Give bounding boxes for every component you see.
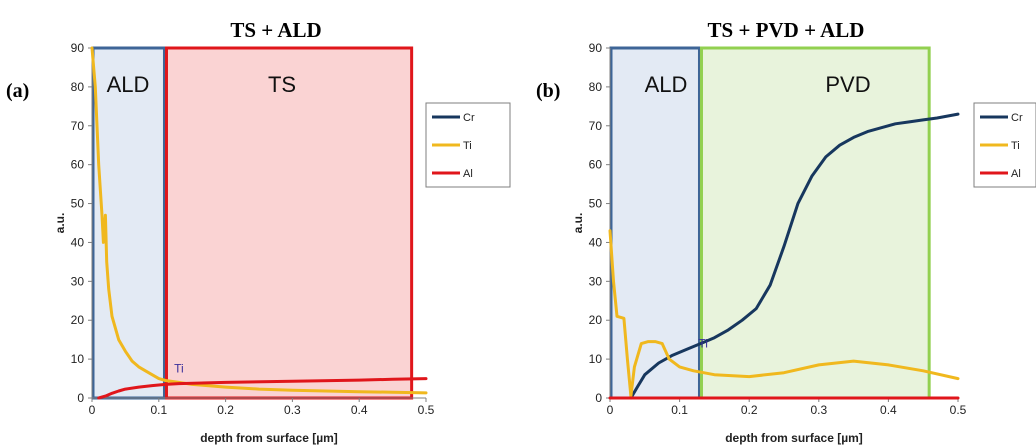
y-tick-label: 40 (71, 235, 85, 249)
x-tick-label: 0.1 (150, 403, 167, 417)
y-tick-label: 90 (71, 41, 85, 55)
x-tick-label: 0.5 (418, 403, 435, 417)
region-pvd (699, 46, 931, 400)
y-tick-label: 90 (589, 41, 603, 55)
x-tick-label: 0.4 (351, 403, 368, 417)
series-line-al (97, 377, 428, 400)
legend-label-cr: Cr (1011, 112, 1023, 124)
annotation-ti: Ti (174, 362, 184, 376)
y-axis-label: a.u. (53, 213, 67, 234)
region-ald (609, 46, 701, 400)
y-tick-label: 0 (77, 391, 84, 405)
x-tick-label: 0.5 (950, 403, 967, 417)
x-tick-label: 0 (89, 403, 96, 417)
y-tick-label: 70 (71, 119, 85, 133)
y-tick-label: 60 (71, 158, 85, 172)
chart-panel-a: ALD TS 0 10 20 30 40 50 60 70 80 90 0 0.1 0.2 0.3 0.4 0.5… (6, 18, 511, 445)
y-tick-label: 20 (589, 313, 603, 327)
y-tick-label: 30 (71, 274, 85, 288)
y-tick-label: 50 (589, 197, 603, 211)
legend-label-cr: Cr (463, 112, 475, 124)
y-tick-label: 10 (71, 352, 85, 366)
x-tick-label: 0.1 (671, 403, 688, 417)
region-ts (164, 46, 414, 400)
chart-panel-b: ALD PVD 0 10 20 30 40 50 60 70 80 90 0 0.1 0.2 0.3 0.4 0.… (518, 0, 1036, 446)
legend-label-ti: Ti (463, 140, 472, 152)
chart-title: TS + ALD (230, 18, 321, 42)
series-line-ti (90, 46, 428, 395)
panel-label: (b) (536, 80, 560, 102)
x-tick-label: 0.3 (810, 403, 827, 417)
series-line-ti (608, 229, 960, 398)
y-tick-label: 20 (71, 313, 85, 327)
y-tick-label: 80 (71, 80, 85, 94)
legend-label-al: Al (463, 168, 473, 180)
y-tick-label: 0 (595, 391, 602, 405)
x-axis-label: depth from surface [µm] (725, 431, 863, 445)
panel-label: (a) (6, 80, 29, 102)
legend-label-al: Al (1011, 168, 1021, 180)
region-label-pvd: PVD (825, 72, 870, 97)
y-tick-label: 10 (589, 352, 603, 366)
y-tick-label: 50 (71, 197, 85, 211)
series-line-cr (629, 112, 960, 400)
chart-a-svg: ALD TS 0 10 20 30 40 50 60 70 80 90 0 0.1 0.2 0.3 0.4 0.5… (6, 18, 511, 445)
y-axis-label: a.u. (571, 213, 585, 234)
x-tick-label: 0.2 (741, 403, 758, 417)
x-tick-label: 0.4 (880, 403, 897, 417)
y-tick-label: 60 (589, 158, 603, 172)
y-tick-label: 40 (589, 235, 603, 249)
y-tick-label: 30 (589, 274, 603, 288)
chart-b-svg: ALD PVD 0 10 20 30 40 50 60 70 80 90 0 0.1 0.2 0.3 0.4 0.… (536, 18, 1036, 445)
y-tick-label: 70 (589, 119, 603, 133)
annotation-ti: Ti (698, 336, 708, 350)
x-tick-label: 0 (607, 403, 614, 417)
x-tick-label: 0.2 (217, 403, 234, 417)
region-label-ald: ALD (645, 72, 688, 97)
region-label-ald: ALD (107, 72, 150, 97)
region-label-ts: TS (268, 72, 296, 97)
chart-title: TS + PVD + ALD (708, 18, 865, 42)
x-tick-label: 0.3 (284, 403, 301, 417)
legend-label-ti: Ti (1011, 140, 1020, 152)
y-tick-label: 80 (589, 80, 603, 94)
x-axis-label: depth from surface [µm] (200, 431, 338, 445)
